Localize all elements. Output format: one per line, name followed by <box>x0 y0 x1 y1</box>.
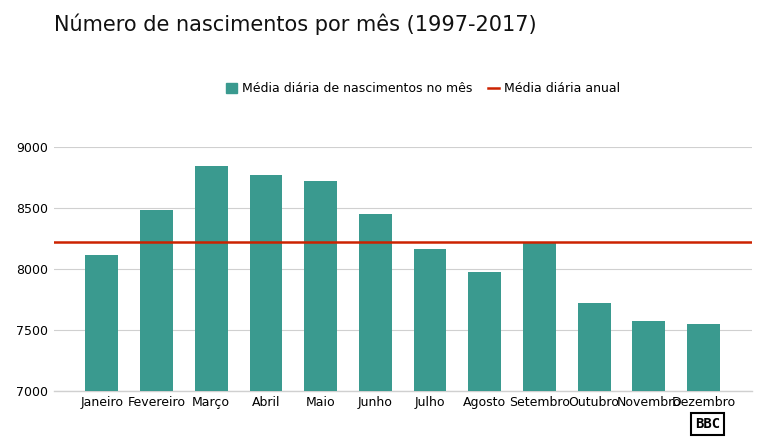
Bar <box>249 174 282 444</box>
Bar <box>195 166 228 444</box>
Bar <box>359 214 392 444</box>
Bar <box>523 243 556 444</box>
Bar <box>413 249 446 444</box>
Bar <box>578 303 611 444</box>
Legend: Média diária de nascimentos no mês, Média diária anual: Média diária de nascimentos no mês, Médi… <box>221 77 625 100</box>
Bar <box>633 321 665 444</box>
Text: Número de nascimentos por mês (1997-2017): Número de nascimentos por mês (1997-2017… <box>54 13 536 35</box>
Bar <box>687 324 720 444</box>
Bar <box>469 272 501 444</box>
Bar <box>140 210 173 444</box>
Bar <box>304 181 337 444</box>
Text: BBC: BBC <box>695 417 720 431</box>
Bar <box>85 255 118 444</box>
